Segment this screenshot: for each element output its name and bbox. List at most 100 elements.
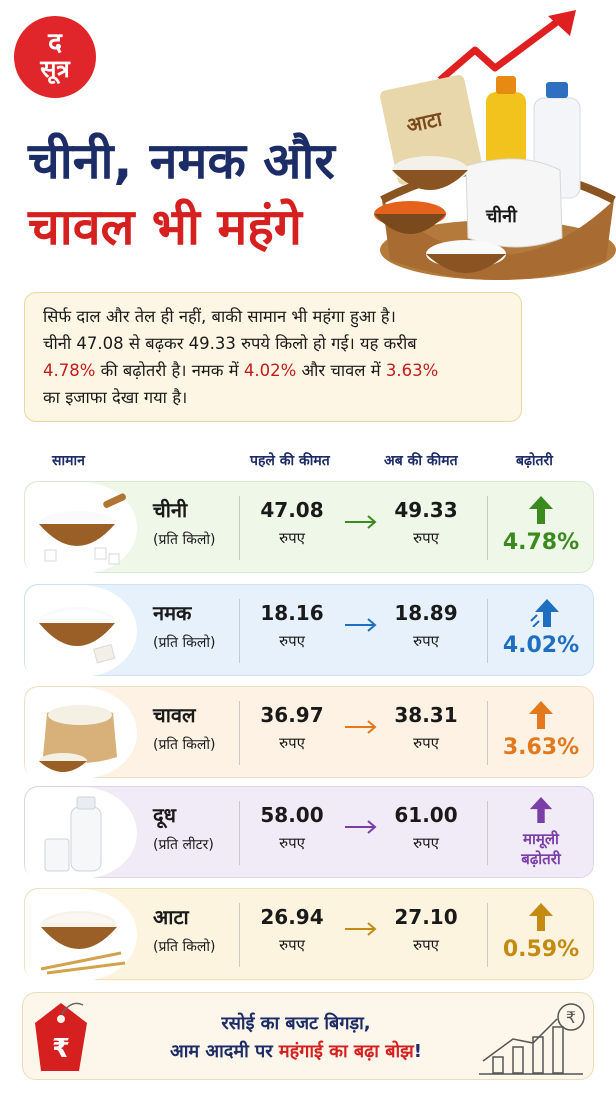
change-label-line-2: बढ़ोतरी [521, 850, 561, 868]
table-row-salt: नमक (प्रति किलो) 18.16 रुपए 18.89 रुपए 4… [24, 584, 594, 677]
right-arrow-icon [345, 922, 377, 936]
old-price: 26.94 रुपए [237, 903, 347, 959]
new-price-currency: रुपए [413, 834, 439, 852]
lentil-bowl-icon [374, 201, 446, 234]
column-divider [487, 801, 488, 865]
new-price-value: 18.89 [394, 601, 458, 625]
header-old-price: पहले की कीमत [250, 453, 330, 469]
sugar-bowl-icon [39, 493, 126, 565]
logo-line-2: सूत्र [40, 55, 70, 83]
old-price-value: 18.16 [260, 601, 324, 625]
old-price: 47.08 रुपए [237, 496, 347, 552]
new-price-value: 61.00 [394, 803, 458, 827]
price-tag-icon: ₹ [35, 1002, 87, 1071]
intro-rice-pct: 3.63% [385, 361, 439, 380]
intro-text-box: सिर्फ दाल और तेल ही नहीं, बाकी सामान भी … [24, 292, 522, 422]
headline-line-1: चीनी, नमक और [28, 132, 335, 190]
milk-bottle-glass-icon [44, 796, 102, 872]
right-arrow-icon [345, 618, 377, 632]
footer-banner: ₹ रसोई का बजट बिगड़ा, आम आदमी पर महंगाई … [22, 992, 594, 1080]
intro-line-3: 4.78% की बढ़ोतरी है। नमक में 4.02% और चा… [43, 357, 503, 384]
intro-sugar-pct: 4.78% [43, 361, 96, 380]
item-name: आटा [153, 905, 189, 929]
new-price-value: 38.31 [394, 703, 458, 727]
item-unit: (प्रति किलो) [153, 939, 216, 955]
table-row-rice: चावल (प्रति किलो) 36.97 रुपए 38.31 रुपए … [24, 686, 594, 779]
intro-salt-pct: 4.02% [243, 361, 297, 380]
milk-image [25, 787, 137, 879]
change-percent: 4.78% [502, 530, 580, 555]
column-divider [487, 496, 488, 560]
new-price: 49.33 रुपए [371, 496, 481, 552]
new-price-currency: रुपए [413, 529, 439, 547]
change-percent: 4.02% [502, 633, 580, 658]
up-arrow-icon [529, 701, 553, 729]
sugar-sack-icon: चीनी [465, 158, 563, 248]
footer-line-1: रसोई का बजट बिगड़ा, [221, 1013, 371, 1034]
up-arrow-icon [529, 903, 553, 931]
rice-sack-icon [39, 705, 117, 772]
flour-bag-icon: आटा [380, 75, 482, 185]
new-price: 61.00 रुपए [371, 801, 481, 857]
salt-bowl-icon [39, 607, 116, 664]
old-price-currency: रुपए [279, 936, 305, 954]
old-price-currency: रुपए [279, 834, 305, 852]
change-percent: 3.63% [502, 735, 580, 760]
rice-bowl-icon [392, 156, 468, 190]
new-price: 18.89 रुपए [371, 599, 481, 655]
table-row-sugar: चीनी (प्रति किलो) 47.08 रुपए 49.33 रुपए … [24, 481, 594, 574]
headline-line-2: चावल भी महंगे [28, 198, 302, 256]
item-name: चावल [153, 703, 196, 727]
column-divider [239, 496, 240, 560]
intro-line-2: चीनी 47.08 से बढ़कर 49.33 रुपये किलो हो … [43, 334, 417, 353]
item-name: दूध [153, 803, 176, 827]
right-arrow-icon [345, 720, 377, 734]
column-divider [239, 801, 240, 865]
new-price-currency: रुपए [413, 734, 439, 752]
table-row-milk: दूध (प्रति लीटर) 58.00 रुपए 61.00 रुपए म… [24, 786, 595, 879]
new-price-currency: रुपए [413, 936, 439, 954]
new-price-currency: रुपए [413, 632, 439, 650]
new-price: 38.31 रुपए [371, 701, 481, 757]
old-price-value: 36.97 [260, 703, 324, 727]
table-row-flour: आटा (प्रति किलो) 26.94 रुपए 27.10 रुपए 0… [24, 888, 594, 981]
item-unit: (प्रति किलो) [153, 532, 216, 548]
change-label: मामूली बढ़ोतरी [487, 829, 595, 869]
rising-bars-icon: ₹ [479, 1003, 585, 1075]
headline: चीनी, नमक और चावल भी महंगे [28, 128, 368, 260]
old-price: 58.00 रुपए [237, 801, 347, 857]
column-divider [239, 701, 240, 765]
old-price-currency: रुपए [279, 632, 305, 650]
coin-rupee-symbol: ₹ [566, 1008, 576, 1027]
item-name: चीनी [153, 498, 188, 522]
intro-line-1: सिर्फ दाल और तेल ही नहीं, बाकी सामान भी … [43, 307, 396, 326]
up-arrow-icon [530, 599, 559, 627]
footer-line-2-start: आम आदमी पर [169, 1041, 279, 1062]
old-price-value: 58.00 [260, 803, 324, 827]
logo-line-1: द [48, 28, 62, 58]
footer-line-2: आम आदमी पर महंगाई का बढ़ा बोझ! [103, 1039, 489, 1063]
new-price-value: 49.33 [394, 498, 458, 522]
intro-line-3-mid: और चावल में [296, 361, 386, 380]
rice-image [25, 687, 137, 779]
old-price: 18.16 रुपए [237, 599, 347, 655]
header-new-price: अब की कीमत [384, 453, 458, 469]
sugar-sack-label: चीनी [485, 205, 518, 227]
flour-bowl-icon [40, 911, 126, 975]
salt-image [25, 585, 137, 677]
right-arrow-icon [345, 515, 377, 529]
brand-logo: द सूत्र [14, 16, 96, 98]
change-label-line-1: मामूली [523, 830, 559, 848]
change-percent: 0.59% [502, 937, 580, 962]
item-unit: (प्रति किलो) [153, 737, 216, 753]
item-name: नमक [153, 601, 192, 625]
old-price-value: 26.94 [260, 905, 324, 929]
item-unit: (प्रति लीटर) [153, 837, 214, 853]
footer-line-2-end: ! [413, 1041, 423, 1062]
up-arrow-icon [529, 496, 553, 524]
up-arrow-icon [529, 797, 553, 823]
right-arrow-icon [345, 820, 377, 834]
column-divider [487, 701, 488, 765]
item-unit: (प्रति किलो) [153, 635, 216, 651]
header-change: बढ़ोतरी [516, 453, 553, 469]
